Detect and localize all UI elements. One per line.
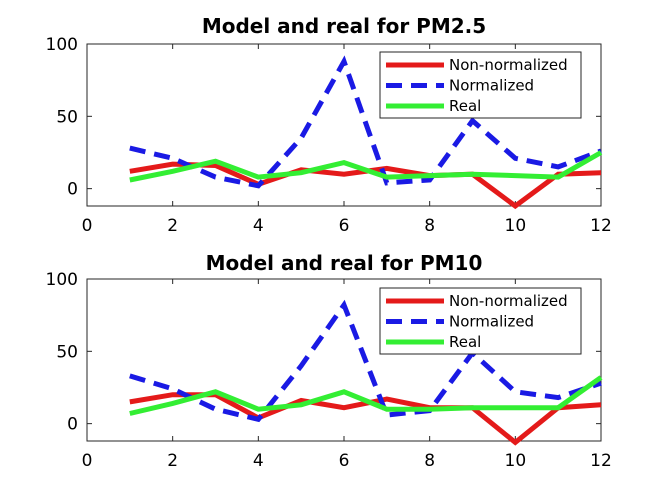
- x-tick-label: 12: [590, 451, 612, 471]
- legend-label-normalized: Normalized: [449, 313, 534, 331]
- y-tick-label: 0: [67, 180, 78, 200]
- x-tick-label: 4: [253, 451, 264, 471]
- chart-title: Model and real for PM10: [206, 251, 483, 275]
- series-line-real: [129, 375, 603, 416]
- x-tick-label: 0: [82, 451, 93, 471]
- y-tick-label: 100: [46, 270, 78, 290]
- legend-label-non-normalized: Non-normalized: [449, 292, 568, 310]
- x-tick-label: 2: [167, 451, 178, 471]
- x-tick-label: 8: [424, 216, 435, 236]
- series-line-normalized: [129, 299, 602, 423]
- x-tick-label: 6: [339, 451, 350, 471]
- x-tick-label: 0: [82, 216, 93, 236]
- series-line-real: [129, 150, 603, 183]
- x-tick-label: 10: [505, 216, 527, 236]
- legend-label-real: Real: [449, 333, 481, 351]
- y-tick-label: 0: [67, 415, 78, 435]
- x-tick-label: 8: [424, 451, 435, 471]
- x-tick-label: 2: [167, 216, 178, 236]
- x-tick-label: 6: [339, 216, 350, 236]
- chart-pm25: Model and real for PM2.5 0 2 4 6 8 10 12 0 50 100 N…: [46, 14, 612, 236]
- x-tick-label: 4: [253, 216, 264, 236]
- x-tick-label: 12: [590, 216, 612, 236]
- legend-label-non-normalized: Non-normalized: [449, 56, 568, 74]
- chart-title: Model and real for PM2.5: [202, 14, 486, 38]
- legend-label-real: Real: [449, 97, 481, 115]
- y-tick-label: 100: [46, 35, 78, 55]
- chart-pm10: Model and real for PM10 0 2 4 6 8 10 12 0 50 100 No…: [46, 251, 612, 471]
- y-tick-label: 50: [56, 107, 78, 127]
- series-line-normalized: [129, 55, 602, 189]
- y-tick-label: 50: [56, 342, 78, 362]
- legend-label-normalized: Normalized: [449, 77, 534, 95]
- x-tick-label: 10: [505, 451, 527, 471]
